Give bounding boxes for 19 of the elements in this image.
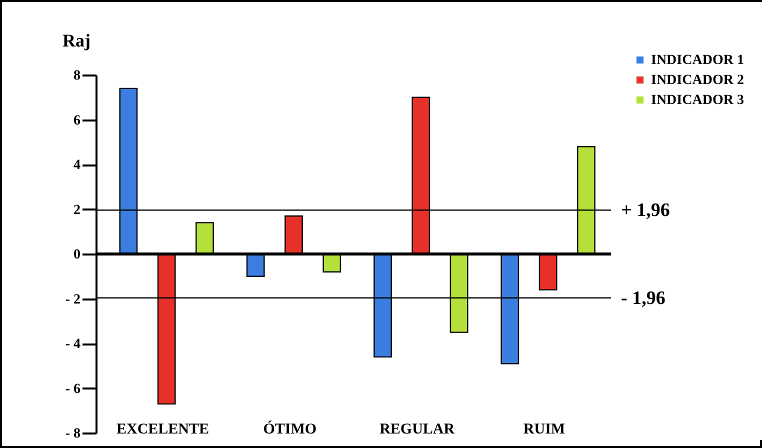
x-tick-label: EXCELENTE	[116, 422, 210, 438]
y-tick-label: 6	[74, 113, 80, 128]
y-tick-label: 4	[74, 158, 80, 173]
y-tick-label: 0	[74, 248, 80, 262]
legend-label: INDICADOR 2	[651, 73, 744, 88]
legend-label: INDICADOR 1	[651, 53, 744, 68]
y-axis-title: Raj	[62, 30, 90, 50]
y-tick-label: - 4	[65, 337, 80, 352]
ref-line-label: + 1,96	[621, 200, 670, 222]
x-tick-label: RUIM	[523, 422, 566, 438]
x-tick-label: REGULAR	[380, 422, 455, 438]
legend-label: INDICADOR 3	[651, 93, 744, 108]
y-tick-label: 8	[74, 68, 80, 84]
x-tick-label: ÓTIMO	[263, 420, 317, 438]
ref-line-label: - 1,96	[621, 288, 666, 309]
y-tick-label: 2	[74, 202, 80, 218]
y-tick-label: - 8	[65, 426, 80, 442]
y-tick-label: - 6	[65, 382, 80, 397]
y-tick-label: - 2	[65, 292, 80, 308]
